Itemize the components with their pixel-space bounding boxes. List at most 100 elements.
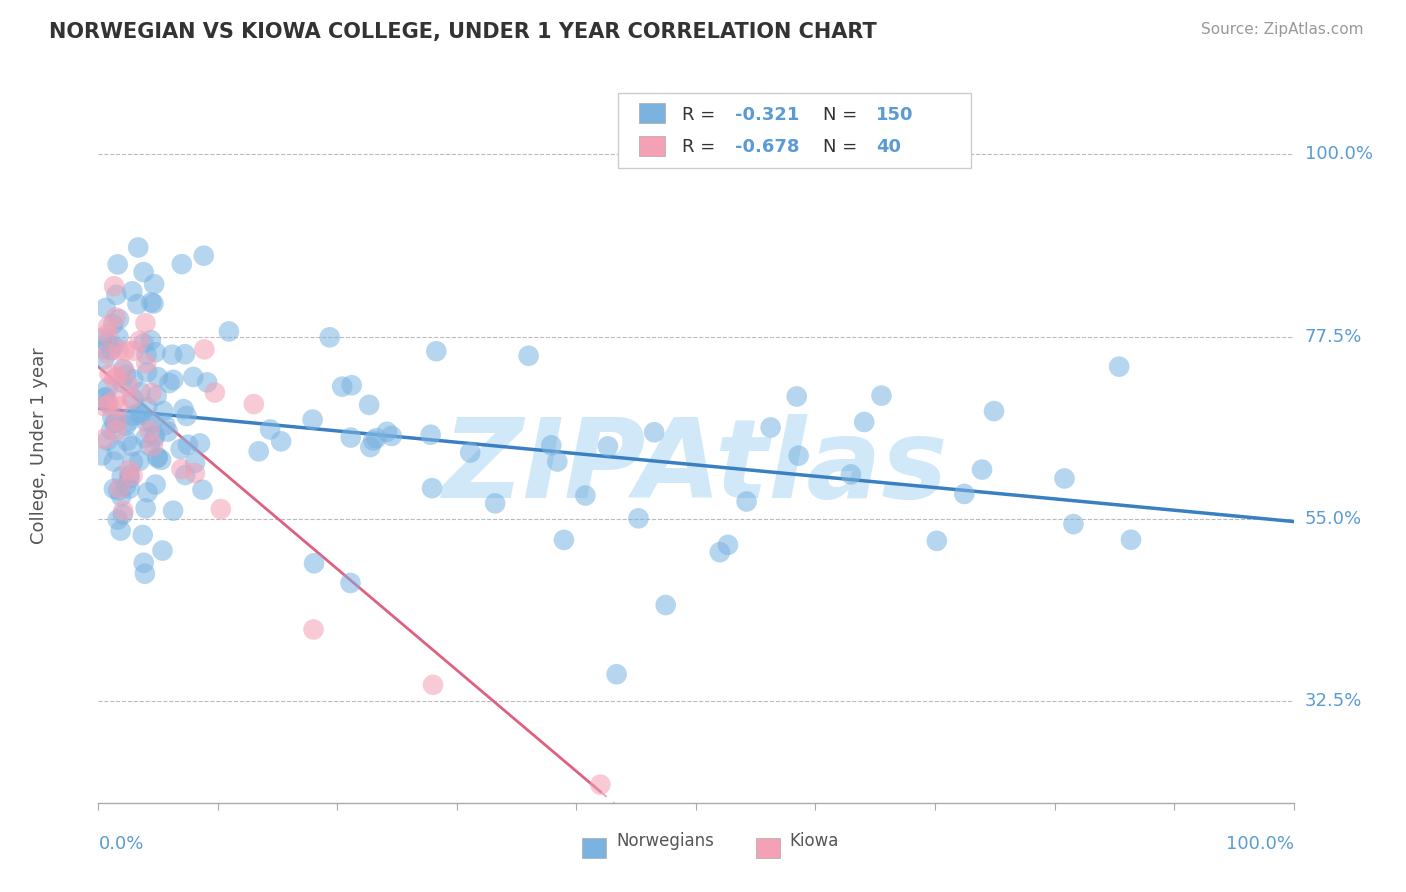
Point xyxy=(247,444,270,458)
Point xyxy=(103,454,125,468)
Point xyxy=(103,279,125,293)
Point xyxy=(204,385,226,400)
Point xyxy=(142,439,165,453)
Point xyxy=(110,489,132,503)
Point xyxy=(422,678,444,692)
Point xyxy=(134,566,156,581)
Point xyxy=(105,369,128,384)
Point xyxy=(118,468,141,483)
Point xyxy=(114,343,136,358)
Point xyxy=(970,462,993,476)
Point xyxy=(122,372,145,386)
Point xyxy=(93,343,115,357)
Text: 0.0%: 0.0% xyxy=(98,835,143,853)
Point xyxy=(107,257,129,271)
Point xyxy=(150,453,173,467)
Point xyxy=(107,400,129,414)
Point xyxy=(162,373,184,387)
Point xyxy=(759,420,782,434)
Point xyxy=(121,439,143,453)
Point xyxy=(100,423,122,437)
Point xyxy=(517,349,540,363)
Point xyxy=(135,348,157,362)
Point xyxy=(93,399,115,413)
Point xyxy=(112,504,135,518)
Point xyxy=(97,397,120,411)
Point xyxy=(553,533,575,547)
Text: College, Under 1 year: College, Under 1 year xyxy=(30,348,48,544)
Text: Norwegians: Norwegians xyxy=(616,832,714,850)
Point xyxy=(176,409,198,423)
Point xyxy=(170,257,193,271)
Point xyxy=(146,450,169,464)
Point xyxy=(156,425,179,439)
Point xyxy=(108,312,131,326)
Point xyxy=(96,396,118,410)
Point xyxy=(735,494,758,508)
Point xyxy=(129,408,152,422)
Point xyxy=(115,368,138,382)
Point xyxy=(145,345,167,359)
Point xyxy=(574,489,596,503)
Point xyxy=(375,425,398,439)
Point xyxy=(1119,533,1142,547)
Point xyxy=(139,333,162,347)
Point xyxy=(606,667,628,681)
Point xyxy=(135,414,157,428)
Point xyxy=(302,623,325,637)
Point xyxy=(94,391,117,405)
Point xyxy=(717,538,740,552)
Text: 100.0%: 100.0% xyxy=(1226,835,1294,853)
Point xyxy=(107,483,129,498)
Point xyxy=(184,466,207,480)
Point xyxy=(152,543,174,558)
Point xyxy=(115,418,138,433)
Point xyxy=(145,477,167,491)
Point xyxy=(243,397,266,411)
Point xyxy=(1062,517,1084,532)
Point xyxy=(121,468,143,483)
Point xyxy=(925,533,948,548)
Point xyxy=(420,481,443,495)
Point xyxy=(339,576,361,591)
Point xyxy=(138,424,160,438)
Text: Kiowa: Kiowa xyxy=(789,832,838,850)
Point xyxy=(118,463,141,477)
Point xyxy=(98,367,121,381)
Point xyxy=(107,330,129,344)
Point xyxy=(425,344,447,359)
Point xyxy=(105,414,128,428)
Text: N =: N = xyxy=(823,138,863,156)
Point xyxy=(143,428,166,442)
Point xyxy=(786,389,808,403)
Point xyxy=(209,502,232,516)
Point xyxy=(359,440,381,454)
Point xyxy=(627,511,650,525)
Point xyxy=(105,424,128,438)
Point xyxy=(100,343,122,358)
Point xyxy=(96,326,118,341)
Point xyxy=(162,503,184,517)
Text: 77.5%: 77.5% xyxy=(1305,327,1362,345)
Point xyxy=(155,418,177,433)
Point xyxy=(359,398,381,412)
Point xyxy=(104,392,127,406)
Point xyxy=(143,277,166,292)
Point xyxy=(193,343,215,357)
Point xyxy=(105,288,128,302)
Point xyxy=(136,400,159,414)
Point xyxy=(174,468,197,483)
Point xyxy=(134,316,156,330)
Point xyxy=(589,778,612,792)
Point xyxy=(596,439,619,453)
Point xyxy=(853,415,876,429)
Point xyxy=(143,431,166,445)
Point xyxy=(141,386,163,401)
Point xyxy=(128,406,150,420)
Point xyxy=(104,310,127,325)
Point xyxy=(270,434,292,449)
Point xyxy=(93,432,115,446)
Point xyxy=(111,508,134,522)
Text: Source: ZipAtlas.com: Source: ZipAtlas.com xyxy=(1201,22,1364,37)
Point xyxy=(111,376,134,390)
